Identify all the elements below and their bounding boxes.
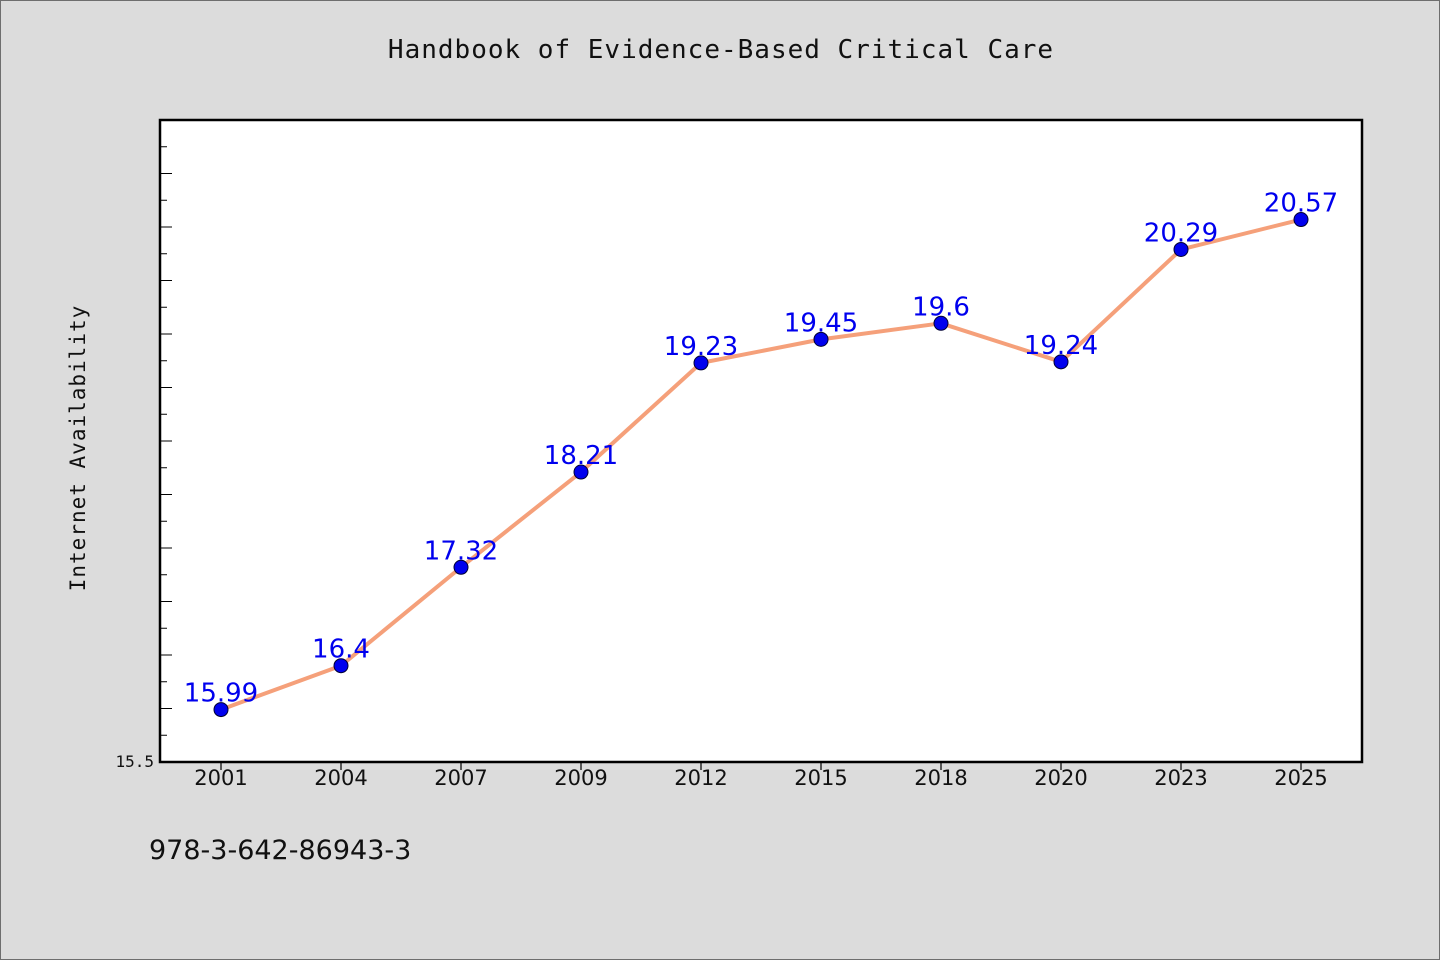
series-line xyxy=(219,217,1303,712)
data-label: 19.45 xyxy=(784,308,858,338)
x-tick-label: 2015 xyxy=(794,766,847,790)
x-tick-label: 2004 xyxy=(314,766,367,790)
data-label: 15.99 xyxy=(184,679,258,709)
data-label: 20.29 xyxy=(1144,218,1218,248)
data-point xyxy=(693,355,709,371)
x-tick-label: 2009 xyxy=(554,766,607,790)
data-point xyxy=(453,559,469,575)
x-tick-label: 2023 xyxy=(1154,766,1207,790)
data-point xyxy=(1173,241,1189,257)
data-point xyxy=(333,658,349,674)
data-point xyxy=(213,702,229,718)
data-label: 18.21 xyxy=(544,441,618,471)
series-layer: 15.99 16.4 17.32 18.21 19.23 19.45 19.6 19.24 20… xyxy=(184,189,1338,718)
x-tick-label: 2018 xyxy=(914,766,967,790)
x-tick-label: 2025 xyxy=(1274,766,1327,790)
y-axis-ticks: 15.5 xyxy=(115,119,172,771)
data-point xyxy=(573,464,589,480)
data-point xyxy=(813,331,829,347)
x-axis-ticks: 2001 2004 2007 2009 2012 2015 2018 2020 2023 2025 xyxy=(194,762,1328,790)
data-label: 19.24 xyxy=(1024,331,1098,361)
x-tick-label: 2007 xyxy=(434,766,487,790)
data-point xyxy=(1053,354,1069,370)
data-label: 17.32 xyxy=(424,536,498,566)
data-point xyxy=(933,315,949,331)
x-tick-label: 2001 xyxy=(194,766,247,790)
y-axis-label: Internet Availability xyxy=(66,305,90,592)
data-label: 16.4 xyxy=(312,635,370,665)
x-tick-label: 2012 xyxy=(674,766,727,790)
x-tick-label: 2020 xyxy=(1034,766,1087,790)
data-label: 19.6 xyxy=(912,292,970,322)
chart-title: Handbook of Evidence-Based Critical Care xyxy=(387,35,1055,65)
plot-area xyxy=(158,118,1364,764)
data-label: 20.57 xyxy=(1264,189,1338,219)
data-label: 19.23 xyxy=(664,332,738,362)
isbn-note: 978-3-642-86943-3 xyxy=(149,835,412,866)
y-tick-label: 15.5 xyxy=(115,752,154,771)
data-point xyxy=(1293,212,1309,228)
